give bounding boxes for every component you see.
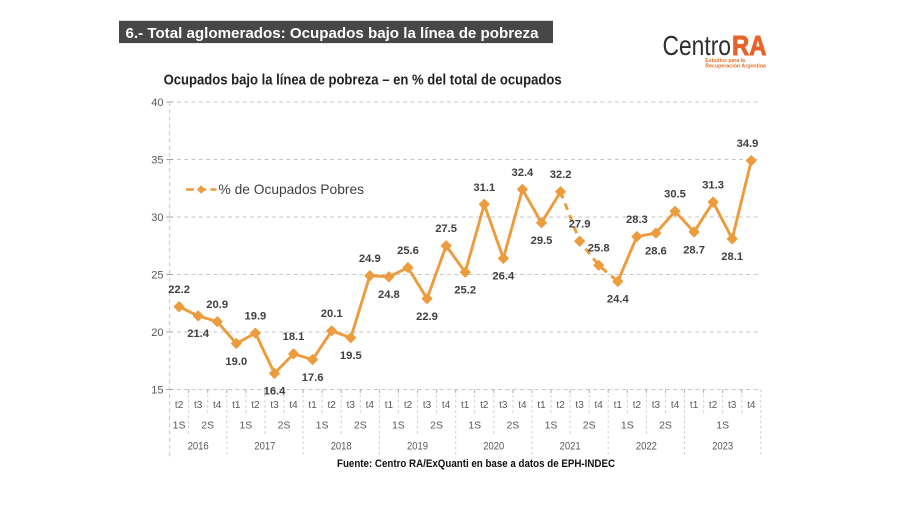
- svg-text:t4: t4: [671, 400, 680, 411]
- svg-text:2020: 2020: [483, 441, 504, 453]
- svg-text:t3: t3: [652, 400, 661, 411]
- svg-text:19.0: 19.0: [225, 356, 247, 368]
- svg-text:28.6: 28.6: [645, 245, 667, 257]
- svg-text:1S: 1S: [392, 420, 405, 432]
- svg-text:t4: t4: [747, 400, 756, 411]
- svg-text:19.5: 19.5: [340, 350, 362, 362]
- svg-text:t2: t2: [633, 400, 642, 411]
- svg-text:1S: 1S: [621, 420, 634, 432]
- svg-text:t2: t2: [709, 400, 718, 411]
- svg-text:t2: t2: [328, 400, 337, 411]
- svg-text:30.5: 30.5: [664, 189, 686, 201]
- svg-text:24.4: 24.4: [607, 294, 630, 306]
- svg-text:25: 25: [151, 269, 163, 281]
- svg-text:2017: 2017: [254, 441, 275, 453]
- svg-text:28.3: 28.3: [626, 214, 648, 226]
- svg-text:24.8: 24.8: [378, 289, 400, 301]
- svg-text:2S: 2S: [430, 420, 443, 432]
- svg-text:Ocupados bajo la línea de pobr: Ocupados bajo la línea de pobreza – en %…: [164, 72, 562, 88]
- svg-text:t3: t3: [728, 400, 737, 411]
- svg-text:28.7: 28.7: [683, 244, 705, 256]
- svg-text:2016: 2016: [188, 441, 209, 453]
- svg-text:t3: t3: [194, 400, 203, 411]
- svg-text:1S: 1S: [173, 420, 186, 432]
- svg-text:35: 35: [151, 154, 163, 166]
- svg-text:32.4: 32.4: [512, 167, 535, 179]
- svg-text:32.2: 32.2: [550, 169, 572, 181]
- svg-text:2S: 2S: [201, 420, 214, 432]
- svg-text:t1: t1: [308, 400, 317, 411]
- svg-text:27.9: 27.9: [569, 219, 591, 231]
- svg-text:2S: 2S: [583, 420, 596, 432]
- svg-text:t1: t1: [614, 400, 623, 411]
- svg-text:2018: 2018: [331, 441, 352, 453]
- svg-text:20.1: 20.1: [321, 308, 343, 320]
- svg-text:27.5: 27.5: [435, 223, 457, 235]
- svg-text:26.4: 26.4: [492, 271, 515, 283]
- svg-text:t1: t1: [461, 400, 470, 411]
- svg-text:17.6: 17.6: [302, 372, 324, 384]
- svg-text:25.8: 25.8: [588, 243, 610, 255]
- svg-text:RA: RA: [732, 30, 767, 61]
- svg-text:40: 40: [151, 97, 163, 109]
- svg-text:20: 20: [151, 327, 163, 339]
- svg-text:t1: t1: [232, 400, 241, 411]
- svg-text:20.9: 20.9: [206, 299, 228, 311]
- svg-text:t4: t4: [595, 400, 604, 411]
- svg-text:2S: 2S: [659, 420, 672, 432]
- svg-text:t4: t4: [366, 400, 375, 411]
- svg-text:25.2: 25.2: [454, 285, 476, 297]
- svg-text:Centro: Centro: [663, 30, 732, 61]
- svg-text:1S: 1S: [545, 420, 558, 432]
- svg-text:2023: 2023: [712, 441, 733, 453]
- svg-text:% de Ocupados Pobres: % de Ocupados Pobres: [219, 181, 365, 197]
- svg-text:2022: 2022: [636, 441, 657, 453]
- svg-text:t4: t4: [442, 400, 451, 411]
- svg-text:21.4: 21.4: [187, 328, 210, 340]
- svg-text:t3: t3: [347, 400, 356, 411]
- svg-text:t2: t2: [556, 400, 565, 411]
- svg-text:2S: 2S: [354, 420, 367, 432]
- svg-text:28.1: 28.1: [721, 251, 743, 263]
- svg-text:t2: t2: [251, 400, 260, 411]
- svg-text:25.6: 25.6: [397, 245, 419, 257]
- svg-text:t2: t2: [404, 400, 413, 411]
- svg-text:2021: 2021: [560, 441, 581, 453]
- svg-text:t4: t4: [289, 400, 298, 411]
- svg-text:2S: 2S: [278, 420, 291, 432]
- svg-text:2S: 2S: [506, 420, 519, 432]
- svg-text:2019: 2019: [407, 441, 428, 453]
- svg-text:Estudios para la: Estudios para la: [705, 58, 746, 64]
- svg-text:t1: t1: [690, 400, 699, 411]
- svg-text:29.5: 29.5: [531, 235, 553, 247]
- svg-text:19.9: 19.9: [245, 311, 267, 323]
- svg-text:t2: t2: [175, 400, 184, 411]
- svg-text:31.1: 31.1: [473, 182, 495, 194]
- svg-text:t3: t3: [499, 400, 508, 411]
- svg-text:t3: t3: [423, 400, 432, 411]
- svg-text:t3: t3: [575, 400, 584, 411]
- svg-text:1S: 1S: [239, 420, 252, 432]
- svg-text:34.9: 34.9: [737, 138, 759, 150]
- svg-text:22.2: 22.2: [168, 284, 190, 296]
- svg-text:1S: 1S: [468, 420, 481, 432]
- svg-text:18.1: 18.1: [283, 331, 305, 343]
- svg-text:Recuperación Argentina: Recuperación Argentina: [705, 64, 767, 70]
- svg-text:24.9: 24.9: [359, 253, 381, 265]
- svg-text:31.3: 31.3: [702, 179, 724, 191]
- svg-text:t2: t2: [480, 400, 489, 411]
- svg-text:22.9: 22.9: [416, 311, 438, 323]
- svg-text:t1: t1: [537, 400, 546, 411]
- svg-text:30: 30: [151, 212, 163, 224]
- svg-text:t3: t3: [270, 400, 279, 411]
- svg-text:6.- Total aglomerados: Ocupado: 6.- Total aglomerados: Ocupados bajo la …: [126, 25, 540, 42]
- svg-text:t4: t4: [518, 400, 527, 411]
- svg-text:1S: 1S: [716, 420, 729, 432]
- svg-text:1S: 1S: [316, 420, 329, 432]
- svg-text:16.4: 16.4: [264, 386, 287, 398]
- svg-text:t1: t1: [385, 400, 394, 411]
- svg-text:Fuente: Centro RA/ExQuanti en: Fuente: Centro RA/ExQuanti en base a dat…: [337, 458, 615, 470]
- svg-text:t4: t4: [213, 400, 222, 411]
- svg-text:15: 15: [151, 384, 163, 396]
